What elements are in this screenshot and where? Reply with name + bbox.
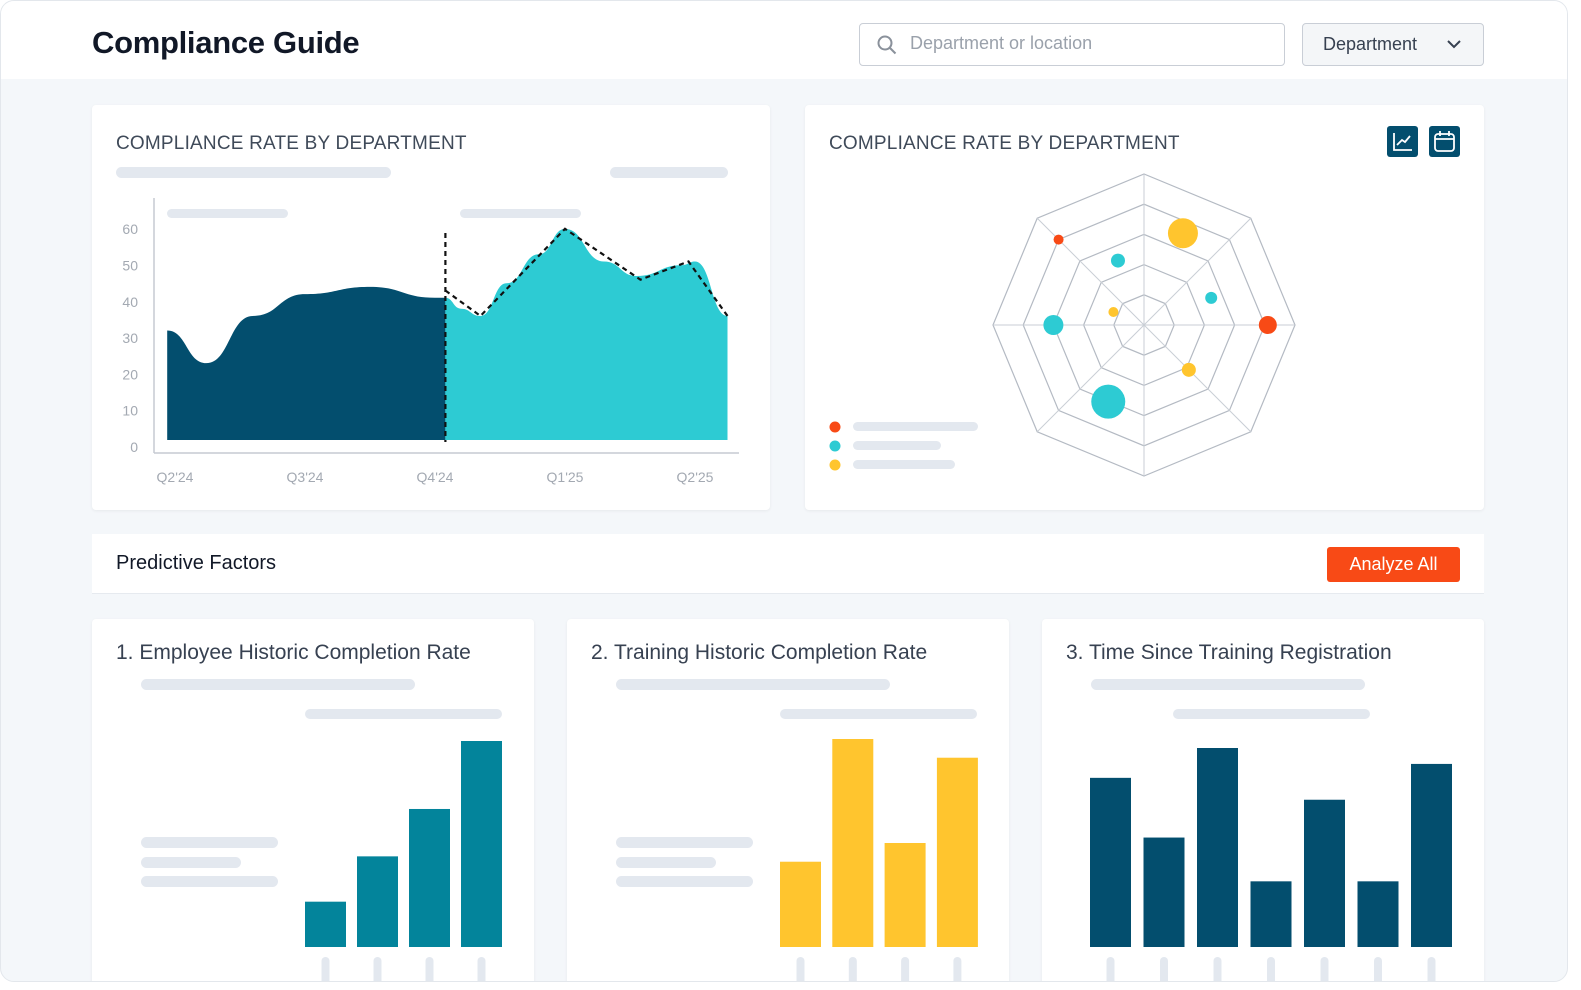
forecast-dashed-line [444,227,729,318]
legend-dot [829,459,841,471]
y-tick-label: 50 [122,258,138,274]
legend-placeholder [853,460,955,469]
radar-bubble [1167,218,1198,249]
placeholder-line [141,857,241,868]
y-tick-label: 60 [122,221,138,237]
area-chart-card: COMPLIANCE RATE BY DEPARTMENT 0 10 20 30 40 5… [92,105,770,510]
legend-placeholder [853,422,978,431]
search-input[interactable] [910,33,1270,54]
radar-bubble [1205,291,1218,304]
legend-dot [829,421,841,433]
placeholder-line [141,876,278,887]
predictive-factors-bar: Predictive Factors Analyze All [92,534,1484,594]
placeholder-line [780,709,977,719]
factor-title: 2. Training Historic Completion Rate [591,641,928,664]
placeholder-line [141,837,278,848]
calendar-icon [1434,131,1455,152]
x-tick-label: Q4'24 [417,469,454,485]
x-tick-label: Q2'25 [677,469,714,485]
placeholder-line [1173,709,1370,719]
area-chart-title: COMPLIANCE RATE BY DEPARTMENT [116,133,467,154]
analyze-all-button[interactable]: Analyze All [1327,547,1460,582]
radar-chart-title: COMPLIANCE RATE BY DEPARTMENT [829,133,1180,154]
factor-card-1: 1. Employee Historic Completion Rate [92,619,534,981]
placeholder-line [167,209,288,218]
line-chart-icon [1393,133,1412,151]
radar-bubble [1043,315,1064,335]
radar-axis [1143,217,1252,326]
x-tick-label: Q3'24 [287,469,324,485]
placeholder-line [616,876,753,887]
search-box[interactable] [859,23,1285,66]
placeholder-line [141,679,415,690]
placeholder-line [116,167,391,178]
legend-dot [829,440,841,452]
x-tick-label: Q2'24 [157,469,194,485]
radar-chart-card: COMPLIANCE RATE BY DEPARTMENT [805,105,1484,510]
y-tick-label: 40 [122,294,138,310]
factor-title: 3. Time Since Training Registration [1066,641,1392,664]
department-dropdown[interactable]: Department [1302,23,1484,66]
radar-bubble [1181,362,1196,377]
placeholder-line [616,857,716,868]
factor-card-3: 3. Time Since Training Registration [1042,619,1484,981]
radar-axis [1143,324,1252,433]
radar-chart [829,173,1296,477]
forecast-area [445,228,728,440]
x-tick-label: Q1'25 [547,469,584,485]
y-tick-label: 30 [122,330,138,346]
chevron-down-icon [1447,40,1461,49]
y-tick-label: 10 [122,403,138,419]
radar-axis [1036,324,1145,433]
radar-axis [1036,217,1145,326]
legend-placeholder [853,441,941,450]
line-chart-button[interactable] [1387,126,1418,157]
placeholder-line [1091,679,1365,690]
placeholder-line [616,679,890,690]
radar-bubble [1108,307,1119,318]
radar-bubble [1053,234,1064,245]
placeholder-line [460,209,581,218]
placeholder-line [610,167,728,178]
historic-area [167,286,446,440]
factor-card-2: 2. Training Historic Completion Rate [567,619,1009,981]
predictive-factors-title: Predictive Factors [116,552,277,574]
y-tick-label: 20 [122,366,138,382]
page-title: Compliance Guide [92,25,360,60]
department-dropdown-label: Department [1323,34,1418,54]
calendar-button[interactable] [1429,126,1460,157]
placeholder-line [305,709,502,719]
area-chart: 0 10 20 30 40 50 60 Q2'24 Q3'24 Q4'24 Q1'25 Q2'25 [122,198,739,485]
y-tick-label: 0 [130,439,138,455]
radar-bubble [1091,384,1126,419]
header: Compliance Guide Department [1,1,1567,79]
radar-bubble [1110,253,1125,268]
magnifier-icon [877,35,897,55]
radar-bubble [1258,316,1277,334]
placeholder-line [616,837,753,848]
factor-title: 1. Employee Historic Completion Rate [116,641,471,664]
